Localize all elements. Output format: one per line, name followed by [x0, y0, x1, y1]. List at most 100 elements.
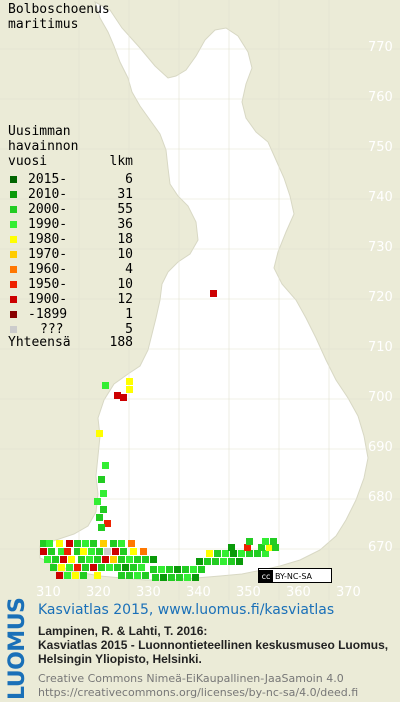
- occurrence-square: [228, 558, 235, 565]
- x-axis-label: 350: [236, 585, 261, 600]
- occurrence-square: [266, 544, 273, 551]
- occurrence-square: [102, 382, 109, 389]
- occurrence-square: [110, 540, 117, 547]
- occurrence-square: [74, 548, 81, 555]
- species-genus: Bolboschoenus: [8, 2, 110, 17]
- occurrence-square: [166, 566, 173, 573]
- occurrence-square: [122, 564, 129, 571]
- legend-title-line-1: Uusimman: [8, 124, 71, 139]
- occurrence-square: [112, 548, 119, 555]
- occurrence-square: [128, 540, 135, 547]
- legend-label: -1899: [28, 307, 68, 322]
- legend-swatch: [10, 296, 17, 303]
- legend-label: 2000-: [28, 202, 68, 217]
- occurrence-square: [126, 572, 133, 579]
- occurrence-square: [150, 566, 157, 573]
- occurrence-square: [262, 550, 269, 557]
- citation-line-2: Kasviatlas 2015 - Luonnontieteellinen ke…: [38, 638, 389, 652]
- occurrence-square: [74, 540, 81, 547]
- legend-swatch: [10, 221, 17, 228]
- occurrence-square: [58, 548, 65, 555]
- legend-swatch: [10, 251, 17, 258]
- legend-count: 12: [117, 292, 133, 307]
- x-axis-label: 320: [86, 585, 111, 600]
- species-name: Bolboschoenus maritimus: [8, 2, 110, 32]
- legend-item: 1980- 18: [8, 232, 133, 247]
- occurrence-square: [118, 556, 125, 563]
- legend-label: 1960-: [28, 262, 68, 277]
- occurrence-square: [270, 538, 277, 545]
- occurrence-square: [212, 558, 219, 565]
- x-axis-label: 360: [286, 585, 311, 600]
- legend-count: 1: [125, 307, 133, 322]
- cc-icon: cc: [259, 570, 273, 583]
- occurrence-square: [82, 564, 89, 571]
- finland-land: [39, 0, 369, 581]
- occurrence-square: [96, 514, 103, 521]
- legend-label: 2010-: [28, 187, 68, 202]
- legend-label: 1900-: [28, 292, 68, 307]
- atlas-title[interactable]: Kasviatlas 2015, www.luomus.fi/kasviatla…: [38, 602, 335, 618]
- legend-total-count: 188: [109, 335, 133, 350]
- x-axis-label: 330: [136, 585, 161, 600]
- occurrence-square: [174, 566, 181, 573]
- occurrence-square: [104, 520, 111, 527]
- occurrence-square: [210, 290, 217, 297]
- occurrence-square: [206, 550, 213, 557]
- y-axis-label: 690: [368, 440, 393, 455]
- legend-title-line-2: havainnon: [8, 139, 79, 154]
- occurrence-square: [134, 572, 141, 579]
- occurrence-square: [80, 572, 87, 579]
- occurrence-square: [134, 556, 141, 563]
- occurrence-square: [158, 566, 165, 573]
- occurrence-square: [192, 574, 199, 581]
- occurrence-square: [126, 386, 133, 393]
- occurrence-square: [64, 548, 71, 555]
- occurrence-square: [68, 556, 75, 563]
- occurrence-square: [182, 566, 189, 573]
- occurrence-square: [90, 564, 97, 571]
- occurrence-square: [140, 548, 147, 555]
- legend-item: -1899 1: [8, 307, 133, 322]
- legend-swatch: [10, 326, 17, 333]
- legend-swatch: [10, 266, 17, 273]
- occurrence-square: [72, 572, 79, 579]
- occurrence-square: [48, 548, 55, 555]
- license-line-2[interactable]: https://creativecommons.org/licenses/by-…: [38, 686, 359, 699]
- occurrence-square: [50, 564, 57, 571]
- occurrence-square: [52, 556, 59, 563]
- occurrence-square: [150, 556, 157, 563]
- legend-label: 1980-: [28, 232, 68, 247]
- occurrence-square: [258, 544, 265, 551]
- occurrence-square: [246, 538, 253, 545]
- occurrence-square: [102, 462, 109, 469]
- occurrence-square: [104, 548, 111, 555]
- occurrence-square: [98, 476, 105, 483]
- occurrence-square: [142, 556, 149, 563]
- legend-label: ???: [40, 322, 64, 337]
- occurrence-square: [82, 540, 89, 547]
- legend-count: 10: [117, 277, 133, 292]
- occurrence-square: [118, 572, 125, 579]
- cc-license-badge[interactable]: cc BY-NC-SA: [258, 568, 332, 583]
- legend-item: 2015- 6: [8, 172, 133, 187]
- y-axis-label: 770: [368, 40, 393, 55]
- legend-count: 4: [125, 262, 133, 277]
- occurrence-square: [96, 548, 103, 555]
- occurrence-square: [40, 548, 47, 555]
- legend-count: 55: [117, 202, 133, 217]
- citation-line-1: Lampinen, R. & Lahti, T. 2016:: [38, 624, 208, 638]
- y-axis-label: 740: [368, 190, 393, 205]
- occurrence-square: [152, 574, 159, 581]
- occurrence-square: [110, 556, 117, 563]
- cc-badge-text: BY-NC-SA: [275, 572, 313, 581]
- occurrence-square: [130, 564, 137, 571]
- occurrence-square: [198, 566, 205, 573]
- y-axis-label: 670: [368, 540, 393, 555]
- legend-item: 1900- 12: [8, 292, 133, 307]
- legend-title: Uusimman havainnon vuosi lkm: [8, 124, 148, 169]
- occurrence-square: [244, 544, 251, 551]
- occurrence-square: [176, 574, 183, 581]
- occurrence-square: [66, 540, 73, 547]
- grid-lines: [0, 0, 400, 600]
